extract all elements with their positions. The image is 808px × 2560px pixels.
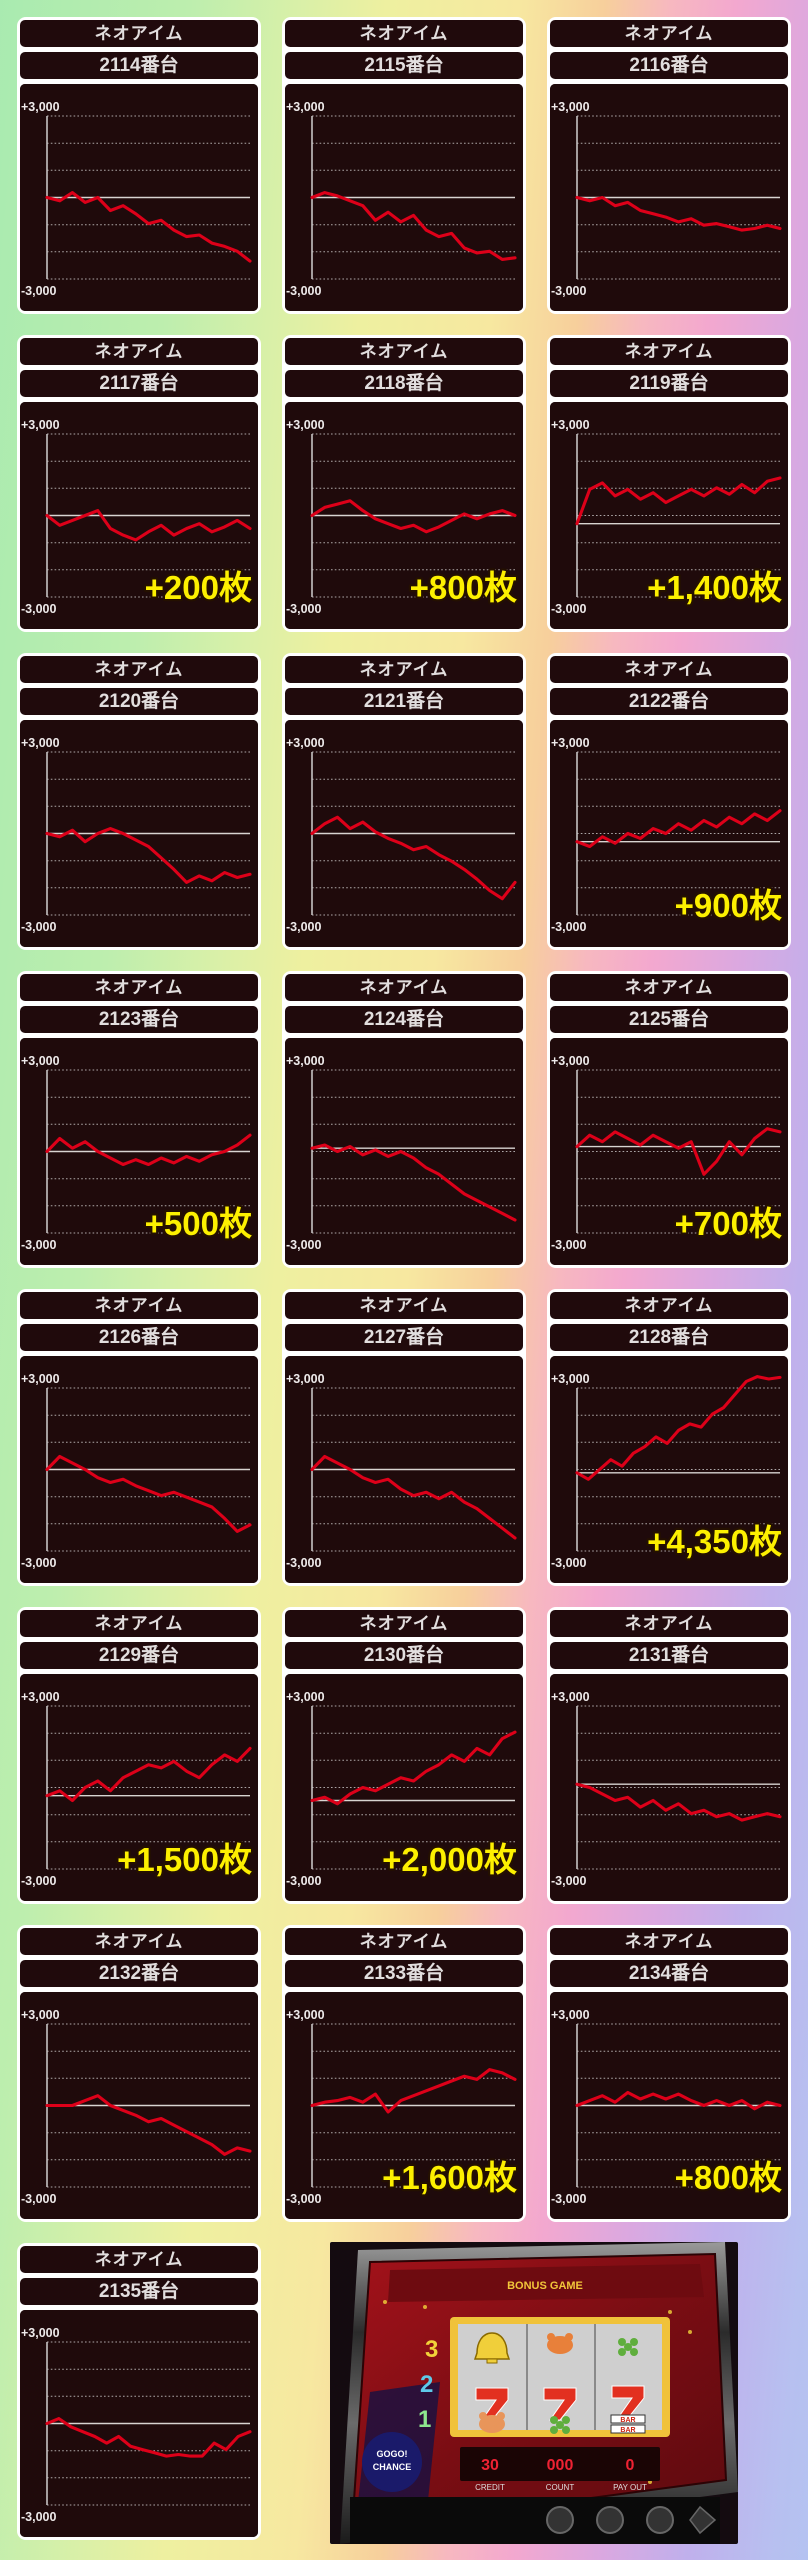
svg-text:-3,000: -3,000 [551, 602, 586, 616]
svg-text:-3,000: -3,000 [21, 2510, 56, 2524]
svg-text:+3,000: +3,000 [286, 736, 325, 750]
svg-text:-3,000: -3,000 [286, 284, 321, 298]
svg-text:CREDIT: CREDIT [475, 2483, 505, 2492]
svg-text:+3,000: +3,000 [21, 2326, 60, 2340]
svg-text:-3,000: -3,000 [286, 1238, 321, 1252]
svg-text:0: 0 [626, 2457, 635, 2474]
svg-text:+3,000: +3,000 [286, 418, 325, 432]
svg-text:-3,000: -3,000 [286, 1556, 321, 1570]
svg-text:+200枚: +200枚 [145, 569, 252, 606]
svg-text:-3,000: -3,000 [551, 1238, 586, 1252]
svg-text:BAR: BAR [620, 2417, 635, 2424]
svg-text:+3,000: +3,000 [551, 1054, 590, 1068]
svg-text:-3,000: -3,000 [21, 920, 56, 934]
svg-text:+3,000: +3,000 [286, 1690, 325, 1704]
svg-text:+1,400枚: +1,400枚 [647, 569, 782, 606]
svg-text:-3,000: -3,000 [551, 1874, 586, 1888]
svg-text:BONUS GAME: BONUS GAME [507, 2280, 583, 2292]
svg-text:+3,000: +3,000 [21, 1372, 60, 1386]
svg-text:-3,000: -3,000 [551, 920, 586, 934]
svg-text:+4,350枚: +4,350枚 [647, 1523, 782, 1560]
svg-text:-3,000: -3,000 [551, 1556, 586, 1570]
svg-text:+3,000: +3,000 [21, 736, 60, 750]
svg-text:-3,000: -3,000 [21, 602, 56, 616]
svg-text:3: 3 [425, 2336, 438, 2363]
svg-text:CHANCE: CHANCE [373, 2462, 412, 2472]
svg-text:+500枚: +500枚 [145, 1205, 252, 1242]
svg-text:-3,000: -3,000 [21, 284, 56, 298]
svg-text:+1,500枚: +1,500枚 [117, 1841, 252, 1878]
svg-text:-3,000: -3,000 [286, 2192, 321, 2206]
svg-text:+700枚: +700枚 [675, 1205, 782, 1242]
svg-text:+3,000: +3,000 [21, 1054, 60, 1068]
svg-text:+3,000: +3,000 [551, 1690, 590, 1704]
svg-text:-3,000: -3,000 [286, 1874, 321, 1888]
svg-text:+3,000: +3,000 [21, 418, 60, 432]
svg-text:GOGO!: GOGO! [377, 2449, 408, 2459]
svg-text:+3,000: +3,000 [551, 736, 590, 750]
svg-text:-3,000: -3,000 [21, 2192, 56, 2206]
svg-text:+3,000: +3,000 [286, 2008, 325, 2022]
svg-text:+1,600枚: +1,600枚 [382, 2159, 517, 2196]
svg-text:-3,000: -3,000 [286, 602, 321, 616]
svg-text:2: 2 [420, 2371, 433, 2398]
svg-text:-3,000: -3,000 [551, 284, 586, 298]
svg-text:+800枚: +800枚 [410, 569, 517, 606]
svg-text:+3,000: +3,000 [286, 1372, 325, 1386]
svg-text:+3,000: +3,000 [551, 418, 590, 432]
svg-text:PAY OUT: PAY OUT [613, 2483, 647, 2492]
svg-text:BAR: BAR [620, 2427, 635, 2434]
svg-text:+3,000: +3,000 [551, 100, 590, 114]
svg-text:+800枚: +800枚 [675, 2159, 782, 2196]
svg-text:+3,000: +3,000 [551, 1372, 590, 1386]
svg-text:000: 000 [547, 2457, 574, 2474]
svg-text:+2,000枚: +2,000枚 [382, 1841, 517, 1878]
svg-text:-3,000: -3,000 [21, 1556, 56, 1570]
svg-text:-3,000: -3,000 [21, 1874, 56, 1888]
svg-text:-3,000: -3,000 [21, 1238, 56, 1252]
svg-text:+3,000: +3,000 [286, 100, 325, 114]
svg-text:+3,000: +3,000 [286, 1054, 325, 1068]
svg-text:-3,000: -3,000 [551, 2192, 586, 2206]
svg-text:30: 30 [481, 2457, 499, 2474]
svg-text:+900枚: +900枚 [675, 887, 782, 924]
svg-text:+3,000: +3,000 [21, 100, 60, 114]
svg-text:+3,000: +3,000 [21, 1690, 60, 1704]
svg-text:1: 1 [418, 2406, 431, 2433]
svg-text:COUNT: COUNT [546, 2483, 575, 2492]
svg-text:+3,000: +3,000 [21, 2008, 60, 2022]
svg-text:-3,000: -3,000 [286, 920, 321, 934]
svg-text:+3,000: +3,000 [551, 2008, 590, 2022]
